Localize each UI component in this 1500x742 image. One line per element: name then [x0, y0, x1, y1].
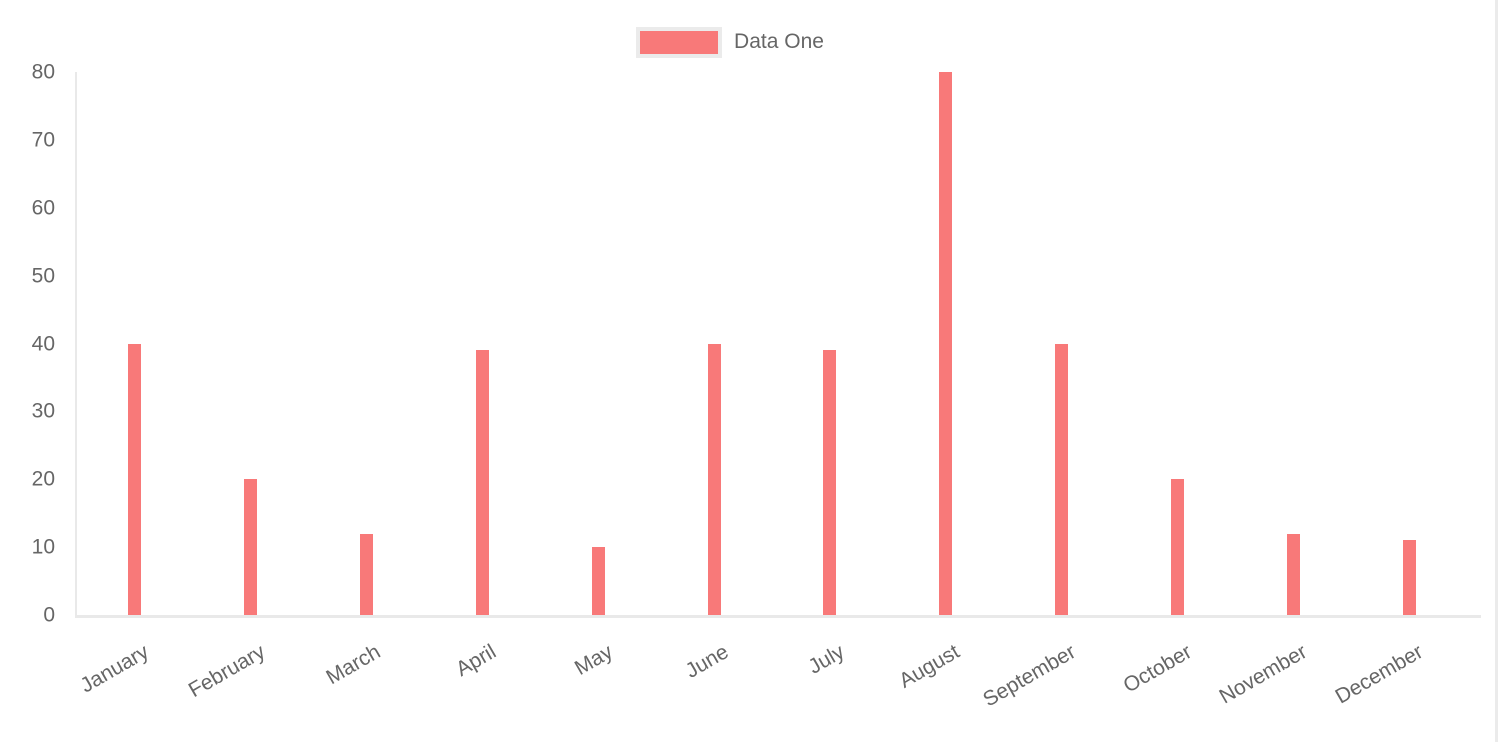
bar-column-november: November: [1216, 72, 1351, 708]
bar-column-january: January: [77, 72, 193, 697]
bar-column-september: September: [979, 72, 1120, 711]
y-axis-tick-label-60: 60: [31, 196, 55, 220]
bar-column-october: October: [1119, 72, 1235, 697]
bar-column-february: February: [184, 72, 309, 702]
bar-column-april: April: [424, 72, 540, 681]
x-axis-label-february: February: [184, 640, 269, 703]
legend[interactable]: Data One: [0, 27, 1460, 58]
legend-label: Data One: [734, 30, 824, 53]
bar-column-march: March: [309, 72, 425, 689]
y-axis-tick-label-0: 0: [43, 603, 55, 627]
bar-june: [707, 343, 721, 615]
y-axis-tick-label-20: 20: [31, 467, 55, 491]
bar-column-may: May: [540, 72, 656, 680]
bar-column-august: August: [888, 72, 1004, 693]
bar-january: [128, 343, 142, 615]
x-axis-label-may: May: [570, 640, 617, 680]
bar-april: [475, 350, 489, 615]
x-axis-label-october: October: [1119, 640, 1196, 698]
bar-column-july: July: [772, 72, 888, 679]
x-axis-label-november: November: [1215, 640, 1312, 709]
x-axis-label-june: June: [681, 640, 733, 683]
bar-july: [823, 350, 837, 615]
bar-column-june: June: [656, 72, 772, 683]
legend-color-swatch: [636, 27, 723, 58]
bar-september: [1055, 343, 1069, 615]
bar-october: [1170, 479, 1184, 615]
x-axis-label-january: January: [76, 640, 153, 698]
page-edge-line: [1495, 0, 1498, 742]
bar-march: [360, 533, 374, 615]
y-axis-tick-label-50: 50: [31, 264, 55, 288]
y-axis-tick-label-30: 30: [31, 399, 55, 423]
chart-plot-area: 0 10 20 30 40 50 60 70 80 January February March Ap…: [32, 62, 1481, 711]
y-axis-tick-label-40: 40: [31, 332, 55, 355]
bar-february: [244, 479, 258, 615]
x-axis-label-december: December: [1331, 640, 1428, 709]
x-axis-label-march: March: [322, 640, 385, 690]
y-axis-tick-label-10: 10: [31, 535, 55, 559]
x-axis-label-september: September: [979, 640, 1080, 712]
bar-columns: January February March April May June July Augu…: [77, 72, 1467, 711]
y-axis-tick-label-80: 80: [31, 60, 55, 84]
y-axis-tick-label-70: 70: [31, 128, 55, 152]
bar-august: [939, 72, 953, 615]
x-axis-label-july: July: [804, 640, 848, 679]
x-axis-label-april: April: [452, 640, 501, 682]
x-axis-label-august: August: [895, 640, 964, 693]
bar-may: [591, 547, 605, 615]
bar-december: [1402, 540, 1416, 615]
bar-november: [1286, 533, 1300, 615]
y-axis-labels: 0 10 20 30 40 50 60 70 80: [32, 62, 1481, 626]
bar-column-december: December: [1332, 72, 1467, 708]
